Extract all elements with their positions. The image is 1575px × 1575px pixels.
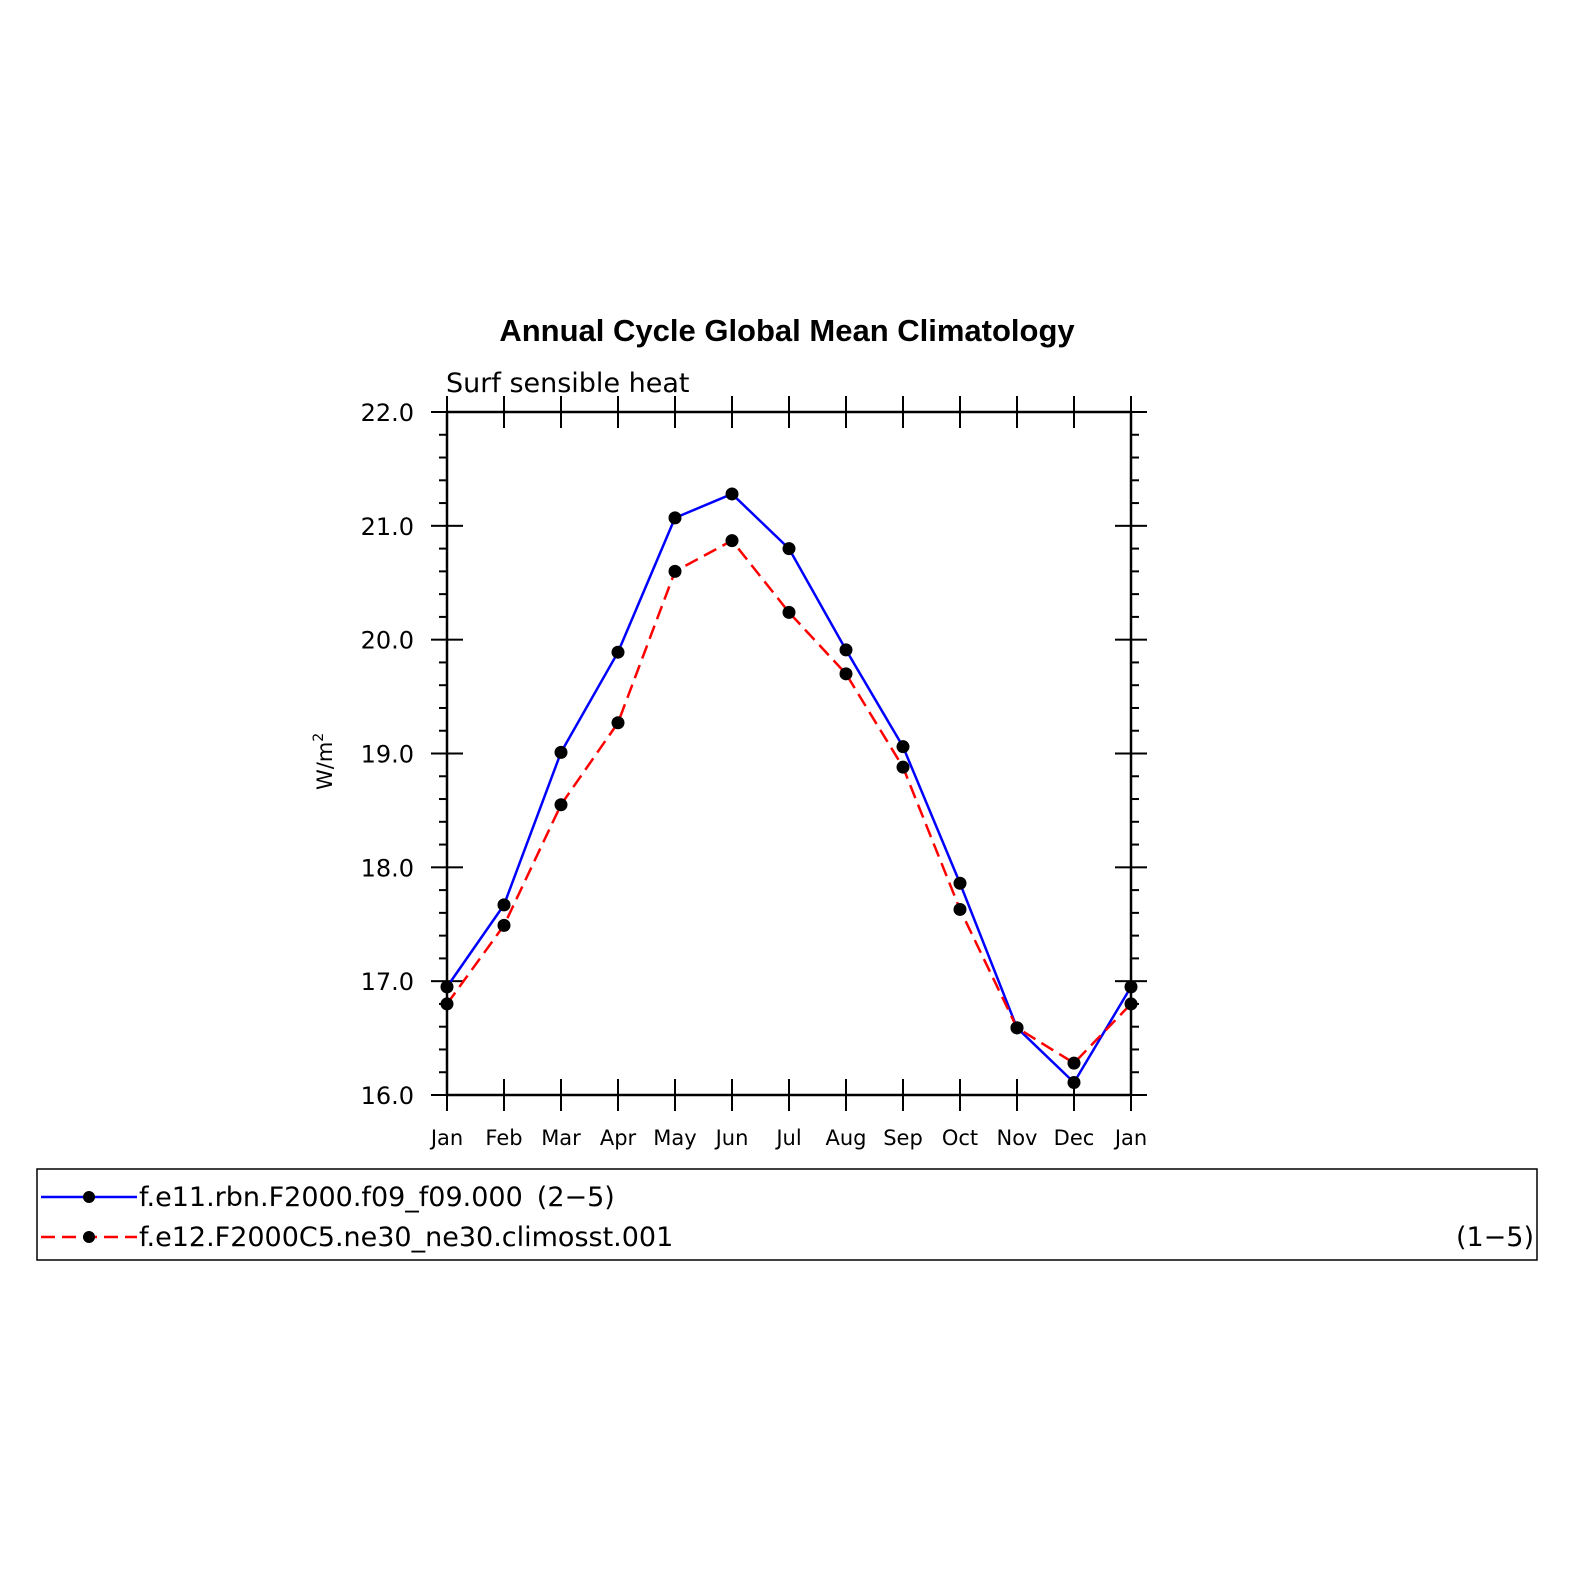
x-tick-label: Jul: [774, 1126, 801, 1150]
data-point-series-2: [1010, 1021, 1024, 1035]
plot-frame: [445, 410, 1133, 1097]
data-point-series-2: [611, 716, 625, 730]
data-point-series-2: [1124, 997, 1138, 1011]
x-tick-label: Feb: [485, 1126, 522, 1150]
data-point-series-1: [497, 898, 511, 912]
legend-box: [36, 1168, 1538, 1261]
y-tick-label: 19.0: [361, 741, 414, 769]
data-point-series-1: [839, 643, 853, 657]
data-point-series-1: [782, 542, 796, 556]
data-point-series-1: [554, 745, 568, 759]
data-point-series-1: [1067, 1075, 1081, 1089]
data-point-series-1: [896, 740, 910, 754]
y-tick-label: 17.0: [361, 968, 414, 996]
legend-label-series-1: f.e11.rbn.F2000.f09_f09.000: [139, 1182, 523, 1213]
y-tick-label: 20.0: [361, 627, 414, 655]
data-point-series-2: [953, 902, 967, 916]
data-point-series-1: [440, 980, 454, 994]
x-tick-label: Mar: [541, 1126, 581, 1150]
data-point-series-2: [668, 564, 682, 578]
series-line-2: [445, 539, 1132, 1065]
x-tick-label: Dec: [1054, 1126, 1095, 1150]
data-point-series-1: [725, 487, 739, 501]
series-points: [440, 487, 1138, 1089]
y-tick-label: 18.0: [361, 854, 414, 882]
chart-title: Annual Cycle Global Mean Climatology: [499, 313, 1075, 348]
x-tick-label: Oct: [942, 1126, 978, 1150]
data-point-series-2: [725, 534, 739, 548]
chart-subtitle: Surf sensible heat: [446, 368, 690, 399]
x-tick-labels: Jan Feb Mar Apr May Jun Jul Aug Sep Oct Nov Dec Jan: [429, 1126, 1147, 1150]
legend-entry-series-1: f.e11.rbn.F2000.f09_f09.000 (2−5): [139, 1182, 615, 1213]
x-tick-label: Sep: [883, 1126, 923, 1150]
series-lines: [445, 492, 1133, 1084]
series-line-1: [445, 492, 1133, 1084]
legend-marker-series-1: [83, 1191, 95, 1203]
data-point-series-2: [782, 605, 796, 619]
x-tick-label: Nov: [997, 1126, 1038, 1150]
data-point-series-1: [611, 645, 625, 659]
y-tick-label: 16.0: [361, 1082, 414, 1110]
x-tick-label: Aug: [825, 1126, 866, 1150]
legend: f.e11.rbn.F2000.f09_f09.000 (2−5) f.e12.F…: [36, 1168, 1538, 1261]
legend-suffix-series-2: (1−5): [1456, 1222, 1534, 1253]
y-axis-label-text: W/m: [313, 742, 337, 790]
plot-axes: [431, 396, 1147, 1111]
legend-suffix-series-1: (2−5): [537, 1182, 615, 1213]
data-point-series-2: [497, 918, 511, 932]
data-point-series-1: [668, 511, 682, 525]
x-tick-label: May: [653, 1126, 696, 1150]
y-tick-labels: 16.0 17.0 18.0 19.0 20.0 21.0 22.0: [361, 399, 414, 1110]
x-tick-label: Apr: [600, 1126, 637, 1150]
legend-label-series-2: f.e12.F2000C5.ne30_ne30.climosst.001: [139, 1222, 673, 1253]
data-point-series-2: [839, 667, 853, 681]
data-point-series-1: [1124, 980, 1138, 994]
x-tick-label: Jan: [1113, 1126, 1147, 1150]
legend-marker-series-2: [83, 1231, 95, 1243]
y-tick-label: 22.0: [361, 399, 414, 427]
y-tick-label: 21.0: [361, 513, 414, 541]
data-point-series-2: [896, 760, 910, 774]
x-tick-label: Jan: [429, 1126, 463, 1150]
data-point-series-2: [554, 798, 568, 812]
data-point-series-2: [440, 997, 454, 1011]
data-point-series-1: [953, 876, 967, 890]
data-point-series-2: [1067, 1056, 1081, 1070]
x-tick-label: Jun: [714, 1126, 749, 1150]
y-axis-label: W/m2: [311, 733, 337, 790]
y-axis-label-superscript: 2: [311, 733, 327, 742]
